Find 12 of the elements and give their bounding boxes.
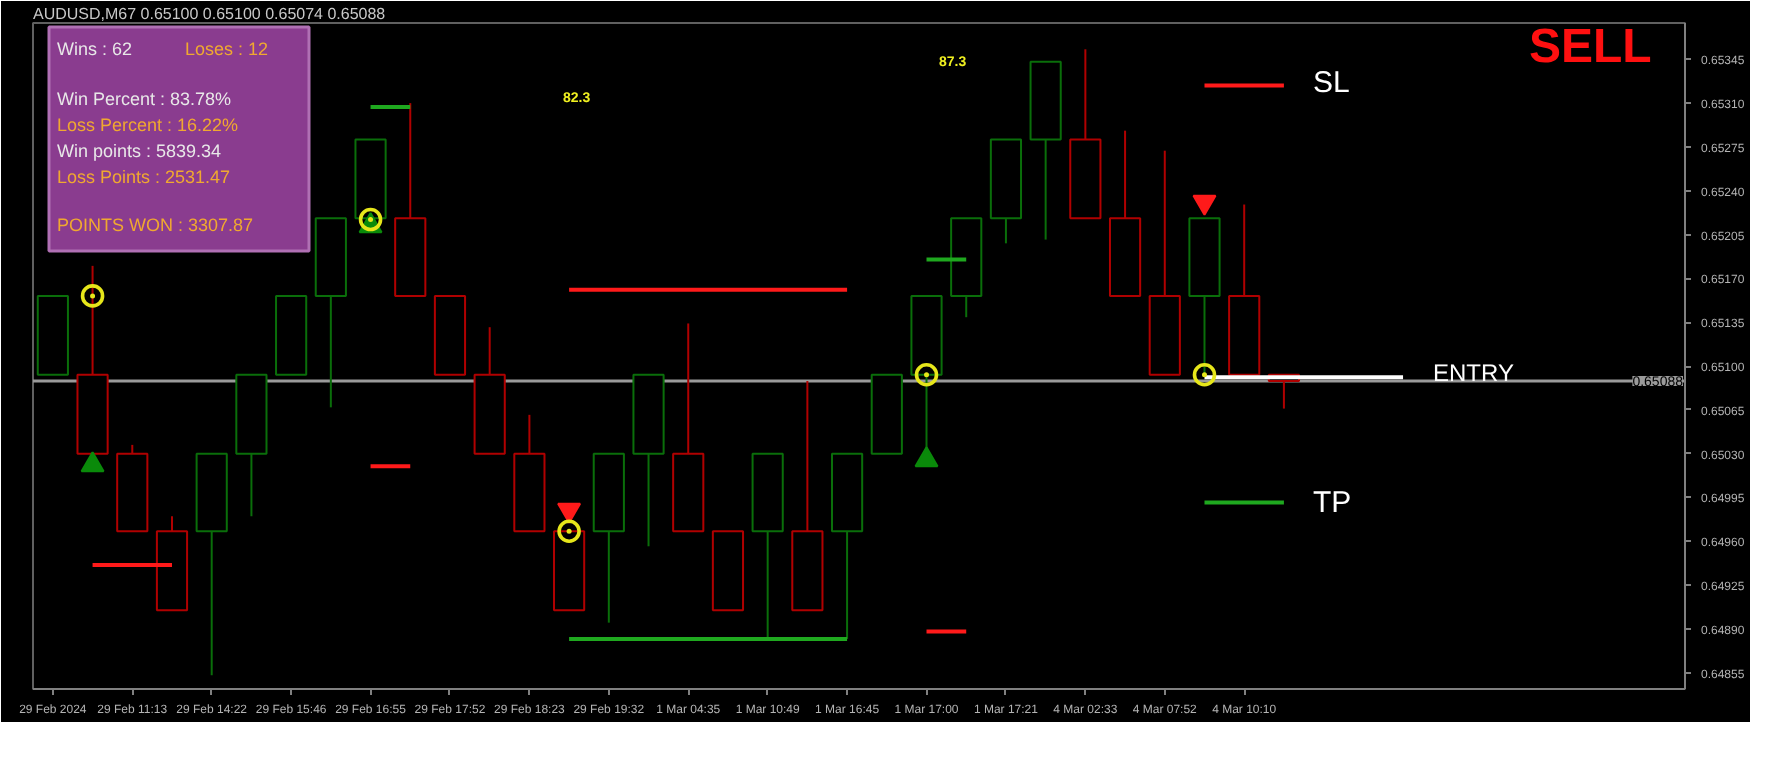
annotation: Win Percent : 83.78% xyxy=(57,89,232,109)
annotation: Wins : 62 xyxy=(57,39,133,59)
annotation: ENTRY xyxy=(1433,359,1514,387)
annotation: Win points : 5839.34 xyxy=(57,141,222,161)
annotation: SL xyxy=(1313,66,1350,100)
annotation: Loss Points : 2531.47 xyxy=(57,167,231,187)
annotation: TP xyxy=(1313,486,1352,520)
annotation: Loses : 12 xyxy=(185,39,269,59)
annotation: POINTS WON : 3307.87 xyxy=(57,215,254,235)
chart-title: AUDUSD,M67 0.65100 0.65100 0.65074 0.65088 xyxy=(33,5,387,23)
annotation: SELL xyxy=(1529,20,1652,74)
annotation: Loss Percent : 16.22% xyxy=(57,115,239,135)
